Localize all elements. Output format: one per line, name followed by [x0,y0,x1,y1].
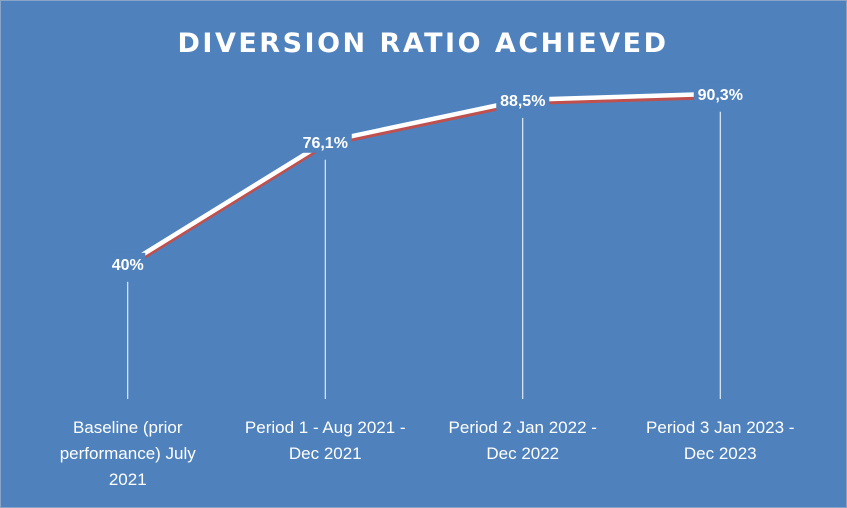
series-line-shadow [125,94,723,270]
x-tick-label: performance) July [60,444,197,463]
chart-title: DIVERSION RATIO ACHIEVED [178,28,669,59]
x-axis-labels: Baseline (prior performance) July 2021 Peri… [60,418,795,489]
data-labels: 40% 76,1% 88,5% 90,3% [110,82,747,275]
x-tick-label: Period 3 Jan 2023 - [646,418,794,437]
data-label-bg [110,252,146,275]
data-label: 90,3% [698,87,743,104]
series-line [125,91,723,267]
x-tick-label: Dec 2023 [684,444,757,463]
x-tick-label: Baseline (prior [73,418,183,437]
drop-lines [127,111,721,399]
data-label-bg [693,82,747,105]
data-label: 88,5% [500,93,545,110]
data-label-bg [298,130,352,153]
data-label-bg [496,88,550,111]
data-label: 76,1% [303,135,348,152]
x-tick-label: 2021 [109,470,147,489]
x-tick-label: Period 2 Jan 2022 - [449,418,597,437]
series [125,91,723,270]
x-tick-label: Period 1 - Aug 2021 - [245,418,406,437]
x-tick-label: Dec 2022 [486,444,559,463]
data-label: 40% [112,257,144,274]
x-tick-label: Dec 2021 [289,444,362,463]
